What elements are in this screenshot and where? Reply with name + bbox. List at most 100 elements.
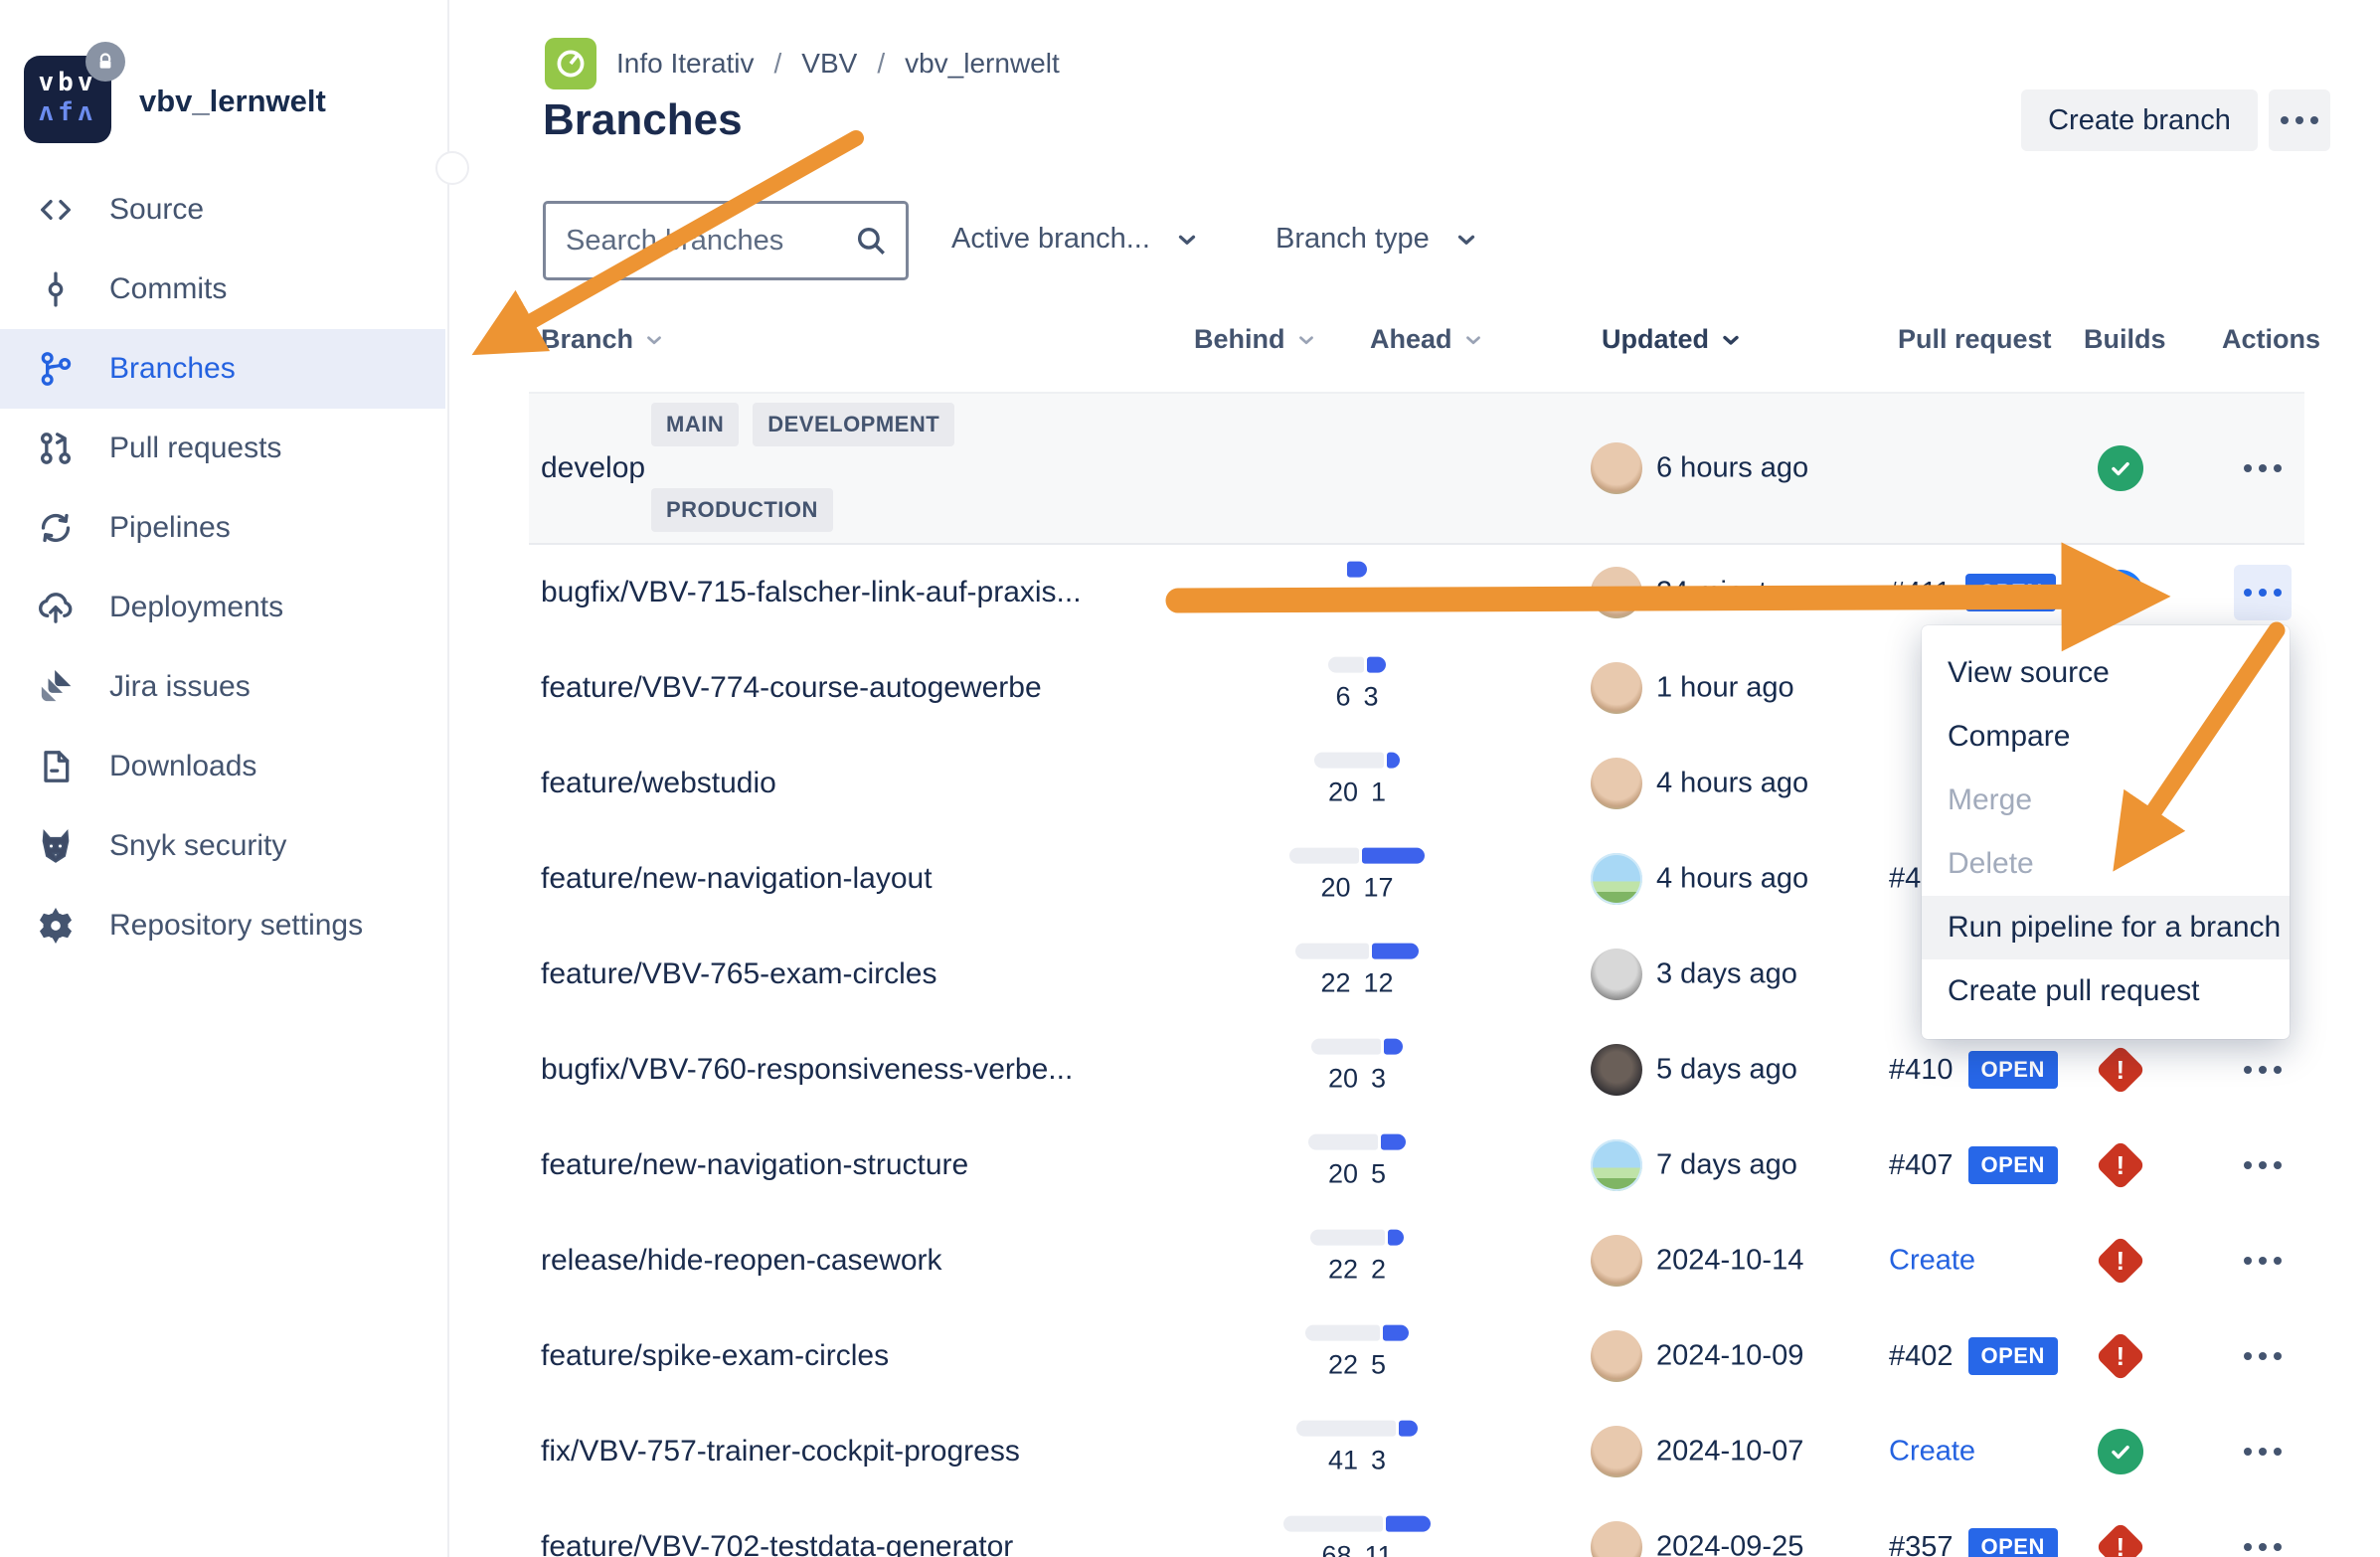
menu-item-view-source[interactable]: View source [1948,656,2110,689]
row-actions-button[interactable] [2234,1424,2292,1479]
ahead-bar [1387,1229,1404,1246]
avatar[interactable] [1591,1235,1642,1287]
row-actions-button[interactable] [2234,1042,2292,1098]
pipelines-icon [34,506,78,550]
avatar[interactable] [1591,662,1642,714]
repo-avatar[interactable]: vbv ʌfʌ [24,42,125,143]
build-status-cell [2096,445,2145,491]
behind-bar [1305,1324,1381,1341]
sidebar-item-pipelines[interactable]: Pipelines [0,488,445,568]
search-input[interactable] [546,224,848,258]
row-actions-button[interactable] [2234,565,2292,620]
behind-ahead-indicator: 22 2 [1282,1229,1432,1286]
sidebar-item-source[interactable]: Source [0,170,445,250]
page-more-options-button[interactable] [2269,89,2330,151]
row-actions-button[interactable] [2234,1137,2292,1193]
branch-name-link[interactable]: feature/VBV-702-testdata-generator [541,1530,1014,1557]
sidebar-item-jira-issues[interactable]: Jira issues [0,647,445,727]
avatar[interactable] [1591,442,1642,494]
pull-request-number[interactable]: #357 [1889,1530,1954,1557]
row-actions-button[interactable] [2234,1328,2292,1384]
sidebar-item-deployments[interactable]: Deployments [0,568,445,647]
pull-request-number[interactable]: #410 [1889,1053,1954,1086]
row-actions-button[interactable] [2234,1233,2292,1289]
sidebar-item-pull-requests[interactable]: Pull requests [0,409,445,488]
sidebar-collapse-handle[interactable] [435,151,469,185]
branch-name-link[interactable]: feature/new-navigation-layout [541,862,933,895]
branch-name-link[interactable]: fix/VBV-757-trainer-cockpit-progress [541,1435,1020,1468]
branch-name-link[interactable]: feature/VBV-765-exam-circles [541,957,937,990]
branch-name-link[interactable]: bugfix/VBV-715-falscher-link-auf-praxis.… [541,576,1082,608]
branch-name-link[interactable]: feature/spike-exam-circles [541,1339,890,1372]
pull-request-cell: #410 OPEN [1889,1051,2058,1089]
build-in-progress-icon[interactable]: ! [2098,570,2143,615]
pull-request-number[interactable]: #4 [1889,862,1922,895]
actions-cell [2233,1137,2293,1193]
branch-name-link[interactable]: develop [541,451,646,484]
avatar[interactable] [1591,949,1642,1000]
create-pull-request-link[interactable]: Create [1889,1244,1976,1277]
column-header-behind[interactable]: Behind [1194,324,1317,355]
actions-cell [2233,565,2293,620]
branch-name-link[interactable]: feature/webstudio [541,767,776,799]
environment-badges: MAIN DEVELOPMENT PRODUCTION [651,403,989,532]
ahead-count: 3 [1371,1063,1387,1094]
active-branches-filter[interactable]: Active branch... [951,223,1200,256]
column-header-pull-request: Pull request [1898,324,2052,354]
menu-item-create-pull-request[interactable]: Create pull request [1948,974,2200,1007]
avatar[interactable] [1591,853,1642,905]
branch-name-link[interactable]: feature/new-navigation-structure [541,1148,969,1181]
build-failed-icon[interactable]: ! [2095,1235,2146,1287]
behind-bar [1307,1133,1378,1150]
build-success-icon[interactable] [2098,1429,2143,1474]
avatar[interactable] [1591,1330,1642,1382]
settings-icon [34,904,78,948]
ahead-bar [1386,1515,1431,1532]
column-header-branch[interactable]: Branch [541,324,665,355]
sidebar-item-downloads[interactable]: Downloads [0,727,445,806]
chevron-down-icon [1178,235,1195,245]
updated-time: 2024-10-09 [1656,1339,1804,1372]
menu-item-compare[interactable]: Compare [1948,720,2071,753]
build-failed-icon[interactable]: ! [2095,1139,2146,1191]
pull-request-number[interactable]: #411 [1889,576,1952,608]
pull-request-number[interactable]: #407 [1889,1148,1954,1181]
avatar[interactable] [1591,567,1642,618]
branch-name-link[interactable]: feature/VBV-774-course-autogewerbe [541,671,1042,704]
sidebar-item-commits[interactable]: Commits [0,250,445,329]
sidebar-item-repository-settings[interactable]: Repository settings [0,886,445,965]
snyk-icon [34,824,78,868]
row-actions-button[interactable] [2234,1519,2292,1557]
column-header-builds: Builds [2084,324,2166,354]
avatar[interactable] [1591,1139,1642,1191]
ahead-count: 2 [1371,1254,1387,1285]
avatar[interactable] [1591,758,1642,809]
pr-state-badge: OPEN [1967,1051,2058,1089]
build-failed-icon[interactable]: ! [2095,1044,2146,1096]
avatar[interactable] [1591,1426,1642,1477]
sidebar-item-label: Pull requests [109,432,282,464]
row-actions-button[interactable] [2234,440,2292,496]
avatar[interactable] [1591,1521,1642,1557]
breadcrumb-repo[interactable]: vbv_lernwelt [905,48,1060,79]
branch-name-link[interactable]: release/hide-reopen-casework [541,1244,942,1277]
pr-state-badge: OPEN [1967,1146,2058,1184]
behind-ahead-indicator: 20 5 [1282,1133,1432,1190]
build-success-icon[interactable] [2098,445,2143,491]
sidebar-item-snyk-security[interactable]: Snyk security [0,806,445,886]
breadcrumb-workspace[interactable]: Info Iterativ [616,48,755,79]
branch-name-link[interactable]: bugfix/VBV-760-responsiveness-verbe... [541,1053,1074,1086]
avatar[interactable] [1591,1044,1642,1096]
build-failed-icon[interactable]: ! [2095,1521,2146,1557]
build-failed-icon[interactable]: ! [2095,1330,2146,1382]
branch-type-filter[interactable]: Branch type [1275,223,1479,256]
sidebar-item-branches[interactable]: Branches [0,329,445,409]
create-branch-button[interactable]: Create branch [2021,89,2258,151]
pull-request-number[interactable]: #402 [1889,1339,1954,1372]
column-header-ahead[interactable]: Ahead [1370,324,1484,355]
create-pull-request-link[interactable]: Create [1889,1435,1976,1468]
breadcrumb-project[interactable]: VBV [801,48,858,79]
column-header-updated[interactable]: Updated [1602,324,1743,355]
menu-item-run-pipeline-for-a-branch[interactable]: Run pipeline for a branch [1922,896,2290,959]
